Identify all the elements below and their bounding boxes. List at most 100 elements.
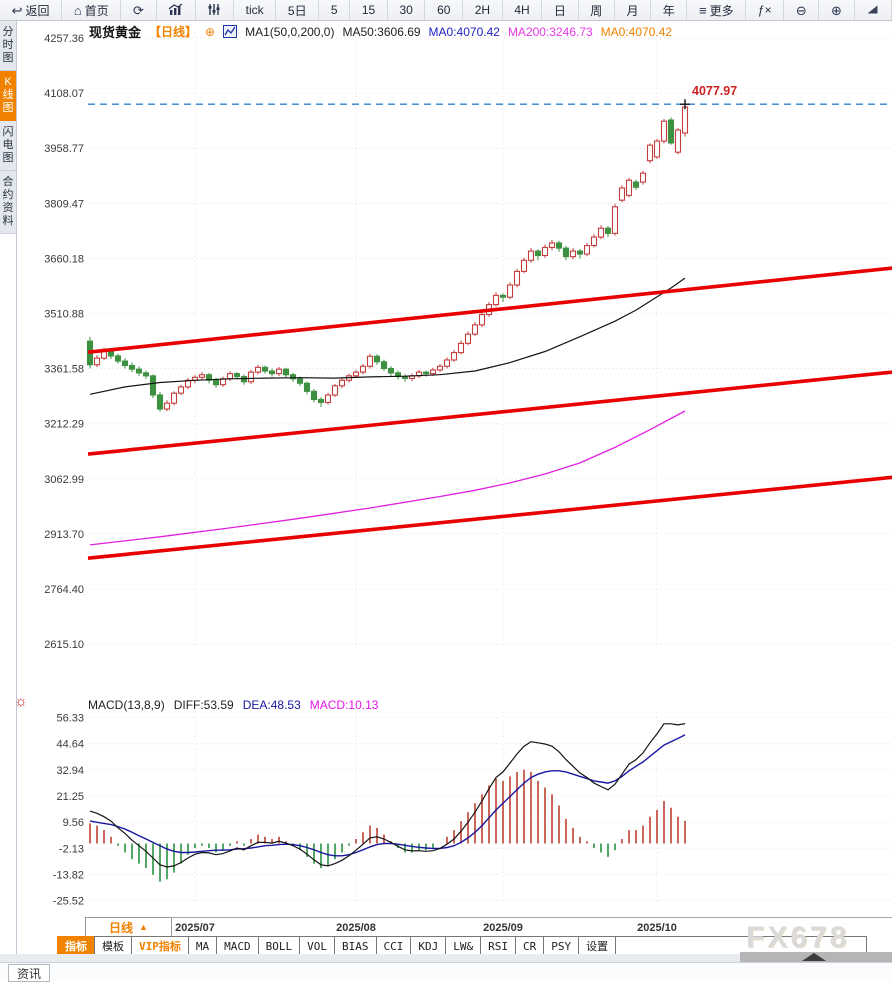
sidebar-tab-1[interactable]: K线图 [0,71,16,121]
zoom-in-icon: ⊕ [831,2,842,18]
toolbar-draw-icon[interactable] [855,0,892,20]
indicator-tab-CR[interactable]: CR [515,936,545,956]
scroll-up-arrow-icon[interactable] [802,953,826,961]
toolbar-more-button[interactable]: ≡ 更多 [687,0,747,20]
svg-text:3809.47: 3809.47 [44,198,84,210]
more-icon: ≡ [699,2,707,18]
macd-diff-value: DIFF:53.59 [173,698,234,712]
svg-text:3212.29: 3212.29 [44,419,84,431]
chevron-up-icon: ▲ [139,922,148,932]
back-icon: ↩ [11,2,23,18]
svg-text:-2.13: -2.13 [59,843,84,855]
horizontal-scrollbar[interactable] [740,952,892,962]
toolbar-period-5-button[interactable]: 5 [319,0,351,20]
period-selector-label: 日线 [109,920,134,935]
svg-text:56.33: 56.33 [56,713,84,725]
circle-plus-icon[interactable]: ⊕ [205,24,216,39]
refresh-icon: ⟳ [132,2,144,18]
svg-text:-13.82: -13.82 [53,869,84,881]
indicator-sliders-icon [207,3,221,18]
macd-params-label: MACD(13,8,9) [88,698,165,712]
macd-dea-value: DEA:48.53 [242,698,301,712]
toolbar-chart-type-icon[interactable] [157,0,196,20]
chart-style-icon[interactable] [223,25,238,38]
svg-text:2913.70: 2913.70 [44,529,84,541]
indicator-tab-PSY[interactable]: PSY [543,936,580,956]
svg-text:2025/09: 2025/09 [483,922,523,934]
svg-text:2025/08: 2025/08 [336,922,376,934]
period-label[interactable]: 【日线】 [149,25,198,39]
toolbar-period-month-button[interactable]: 月 [615,0,652,20]
svg-text:44.64: 44.64 [56,739,84,751]
toolbar-indicator-sliders-icon[interactable] [196,0,235,20]
svg-text:4108.07: 4108.07 [44,88,84,100]
indicator-settings-icon[interactable]: ☼ [14,693,28,710]
indicator-tab-模板[interactable]: 模板 [94,936,132,956]
xaxis-divider [85,917,892,918]
toolbar: ↩ 返回 ⌂ 首页 ⟳ tick 5日 5 15 30 60 2H 4H 日周月年 ≡ 更多 ƒ× ⊖ ⊕ [0,0,892,21]
toolbar-period-5d-button[interactable]: 5日 [276,0,320,20]
sidebar-tab-2[interactable]: 闪电图 [0,121,16,171]
ma200-value: MA200:3246.73 [507,24,593,39]
period-selector[interactable]: 日线 ▲ [85,917,172,937]
watermark: FX678 [746,921,850,954]
svg-text:32.94: 32.94 [56,765,84,777]
toolbar-back-button[interactable]: ↩ 返回 [0,0,63,20]
sidebar-tab-0[interactable]: 分时图 [0,21,16,71]
sidebar: 分时图 K线图 闪电图 合约资料 [0,21,16,234]
zoom-out-icon: ⊖ [795,2,807,18]
indicator-tab-VOL[interactable]: VOL [299,936,335,956]
svg-text:3361.58: 3361.58 [44,364,84,376]
indicator-tabs: 指标 模板 VIP指标 MA MACD BOLL VOL BIAS CCI KDJ LW& RSI CR… [57,936,868,956]
toolbar-home-button[interactable]: ⌂ 首页 [62,0,122,20]
toolbar-period-tick-button[interactable]: tick [234,0,277,20]
toolbar-zoom-in-icon[interactable]: ⊕ [819,0,855,20]
last-price-label: 4077.97 [692,84,738,98]
chart-type-icon [168,2,183,18]
toolbar-refresh-icon[interactable]: ⟳ [121,0,157,20]
indicator-tab-BIAS[interactable]: BIAS [334,936,377,956]
toolbar-period-30-button[interactable]: 30 [388,0,426,20]
toolbar-period-day-button[interactable]: 日 [542,0,579,20]
status-bar: 资讯 [0,963,892,982]
home-icon: ⌂ [73,2,82,18]
toolbar-fx-button[interactable]: ƒ× [746,0,785,20]
symbol-name: 现货黄金 [89,25,142,40]
sidebar-tab-3[interactable]: 合约资料 [0,171,16,234]
sidebar-divider [16,21,17,958]
indicator-tab-设置[interactable]: 设置 [578,936,617,956]
indicator-tab-KDJ[interactable]: KDJ [410,936,447,956]
svg-text:3510.88: 3510.88 [44,309,84,321]
macd-legend: MACD(13,8,9) DIFF:53.59 DEA:48.53 MACD:1… [88,698,378,712]
svg-text:3660.18: 3660.18 [44,253,84,265]
indicator-tab-指标[interactable]: 指标 [57,936,95,956]
chart-legend: 现货黄金 【日线】 ⊕ MA1(50,0,200,0) MA50:3606.69… [89,22,672,41]
news-tab[interactable]: 资讯 [8,964,51,982]
svg-text:2025/10: 2025/10 [637,922,677,934]
draw-icon [866,4,879,17]
svg-text:2764.40: 2764.40 [44,584,84,596]
indicator-tab-LW&[interactable]: LW& [445,936,482,956]
ma50-value: MA50:3606.69 [342,24,421,39]
macd-hist-value: MACD:10.13 [309,698,379,712]
indicator-tab-CCI[interactable]: CCI [375,936,412,956]
svg-text:3958.77: 3958.77 [44,143,84,155]
toolbar-period-4h-button[interactable]: 4H [503,0,543,20]
indicator-tab-RSI[interactable]: RSI [480,936,516,956]
indicator-tab-MA[interactable]: MA [187,936,218,956]
toolbar-period-60-button[interactable]: 60 [425,0,464,20]
indicator-tab-BOLL[interactable]: BOLL [257,936,301,956]
toolbar-zoom-out-icon[interactable]: ⊖ [784,0,820,20]
ma0-orange-value: MA0:4070.42 [600,24,673,39]
toolbar-period-15-button[interactable]: 15 [350,0,388,20]
svg-text:2025/07: 2025/07 [175,922,215,934]
indicator-tab-MACD[interactable]: MACD [216,936,259,956]
toolbar-period-2h-button[interactable]: 2H [463,0,503,20]
toolbar-period-week-button[interactable]: 周 [579,0,615,20]
svg-text:-25.52: -25.52 [53,896,84,908]
indicator-tab-VIP指标[interactable]: VIP指标 [131,936,189,956]
bottom-strip [0,954,892,963]
ma-settings-label: MA1(50,0,200,0) [245,24,335,39]
toolbar-period-year-button[interactable]: 年 [651,0,688,20]
